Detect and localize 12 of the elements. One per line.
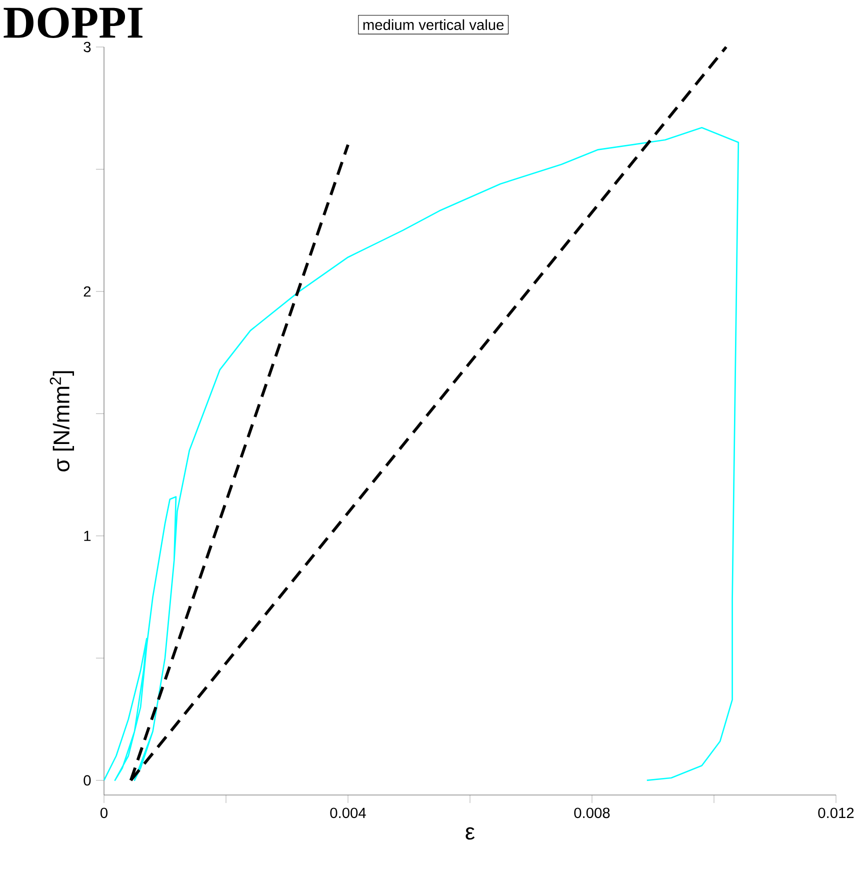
y-tick-label: 2 bbox=[84, 286, 91, 297]
x-tick-label: 0.008 bbox=[574, 808, 610, 818]
x-tick-label: 0.004 bbox=[330, 808, 366, 818]
x-axis-title: ε bbox=[466, 827, 475, 840]
chart-title: DOPPI bbox=[4, 8, 142, 38]
x-tick-label: 0 bbox=[100, 808, 108, 818]
y-tick-label: 0 bbox=[84, 775, 91, 786]
x-tick-label: 0.012 bbox=[818, 808, 854, 818]
y-tick-label: 3 bbox=[84, 42, 91, 52]
text: medium vertical value bbox=[363, 19, 504, 30]
y-tick-label: 1 bbox=[84, 530, 91, 541]
y-axis-title: σ [N/mm$^{2}$] bbox=[50, 371, 74, 472]
